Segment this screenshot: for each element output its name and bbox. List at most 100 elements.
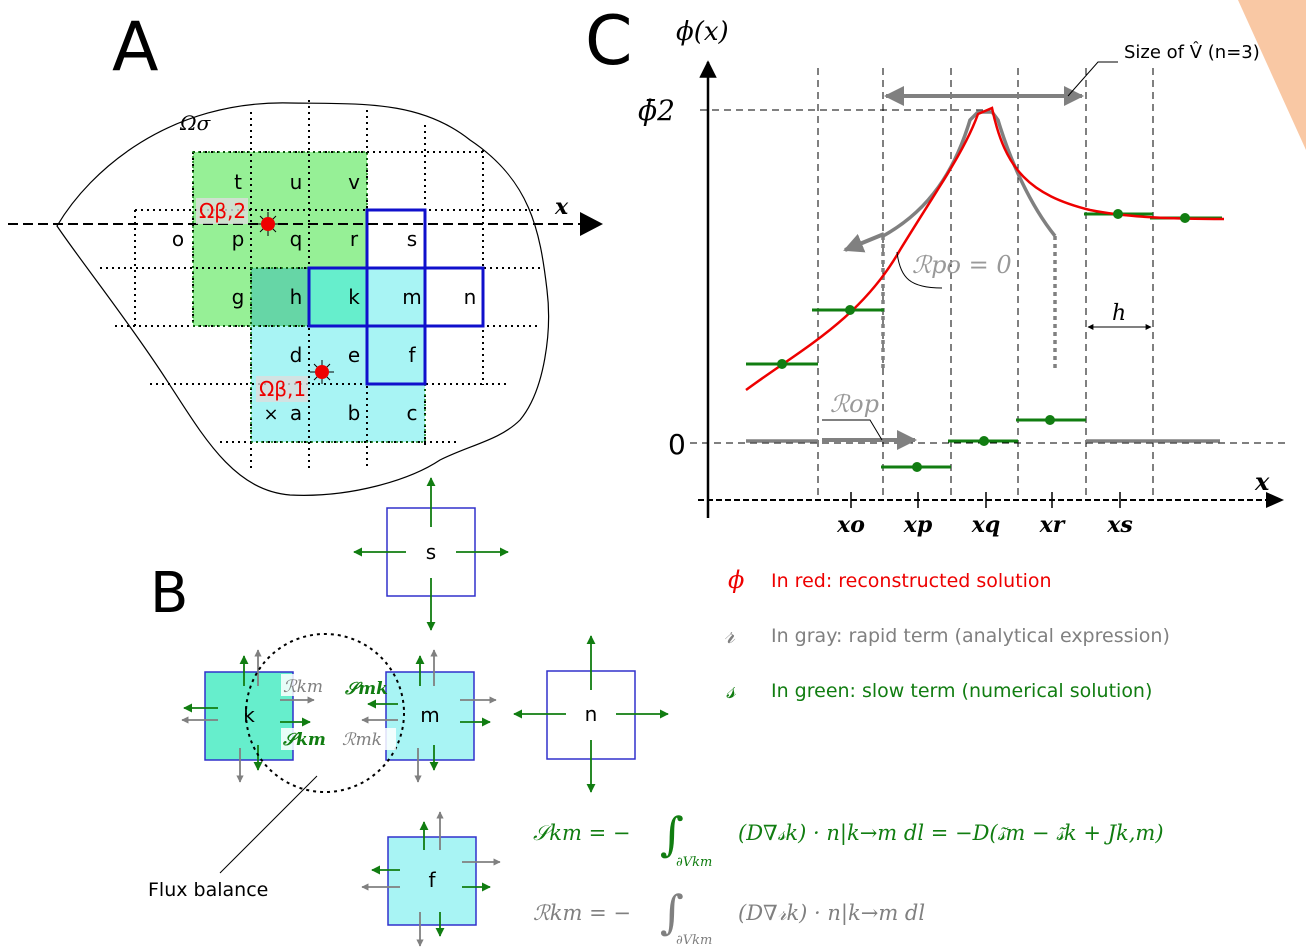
- r-po-label: ℛpo = 0: [912, 251, 1012, 279]
- cell-p: p: [232, 227, 245, 251]
- tick-xo: xo: [836, 512, 865, 538]
- flux-balance-circle: [245, 633, 405, 793]
- tick-xs: xs: [1106, 512, 1133, 538]
- panel-c: C ϕ(x) x ϕ̄2 0 xo xp: [585, 2, 1285, 705]
- legend: ϕ In red: reconstructed solution 𝓇 In gr…: [724, 566, 1170, 705]
- beta2-label: Ωβ,2: [199, 199, 246, 223]
- cell-a: a: [290, 401, 302, 425]
- cell-s-fill: [367, 210, 425, 268]
- tick-xr: xr: [1039, 512, 1066, 538]
- equation-r: ℛkm = − ∫ ∂Vkm (D∇𝓇k) · n|k→m dl: [533, 885, 925, 948]
- panel-b-label: B: [150, 561, 188, 626]
- cell-f-fill: [367, 326, 425, 384]
- domain-label: Ωσ: [179, 111, 212, 135]
- a-x-label: x: [554, 194, 569, 220]
- svg-text:ℛkm = −: ℛkm = −: [533, 901, 631, 925]
- cell-m-fill: [367, 268, 425, 326]
- s-mk-label: 𝒮mk: [344, 679, 388, 699]
- panel-c-label: C: [585, 2, 632, 81]
- equation-s: 𝒮km = − ∫ ∂Vkm (D∇𝓈k) · n|k→m dl = −D(𝓈̃…: [533, 807, 1164, 870]
- c-guides: [690, 68, 1285, 500]
- panel-a: A Ωσ: [8, 8, 603, 496]
- cell-d: d: [290, 343, 303, 367]
- domain-boundary: [56, 102, 550, 496]
- r-op-label: ℛop: [830, 390, 879, 418]
- cell-v: v: [348, 170, 360, 194]
- cell-n: n: [464, 285, 477, 309]
- svg-text:∂Vkm: ∂Vkm: [676, 933, 712, 948]
- cell-r: r: [350, 227, 359, 251]
- beta1-point: [310, 360, 334, 384]
- flux-pointer-line: [219, 775, 318, 874]
- orange-corner-decoration: [1238, 0, 1306, 150]
- panel-b: B s n k: [148, 477, 1164, 948]
- slow-term-points: [777, 209, 1190, 472]
- c-tick-labels: xo xp xq xr xs: [836, 512, 1133, 538]
- cell-f: f: [408, 343, 416, 367]
- legend-green-text: In green: slow term (numerical solution): [771, 680, 1152, 702]
- beta1-label-bg: [256, 376, 308, 402]
- r-po-pointer: [896, 251, 943, 289]
- cell-q: q: [290, 227, 303, 251]
- legend-phi-symbol: ϕ: [728, 566, 744, 594]
- phi-bar-label: ϕ̄2: [638, 94, 675, 127]
- r-mk-label: ℛmk: [342, 730, 382, 750]
- r-op-pointer: [822, 419, 883, 441]
- legend-s-symbol: 𝓈: [726, 675, 737, 705]
- tick-xq: xq: [971, 512, 1001, 538]
- cell-u: u: [290, 170, 303, 194]
- b-cell-f: f: [361, 811, 501, 947]
- svg-text:s: s: [426, 540, 436, 564]
- beta1-label: Ωβ,1: [259, 377, 306, 401]
- r-po-arrow: [843, 232, 885, 253]
- tick-xp: xp: [903, 512, 933, 538]
- c-y-label: ϕ(x): [676, 17, 729, 47]
- cell-c: c: [407, 401, 418, 425]
- b-cell-m: m: [361, 649, 497, 783]
- svg-text:𝒮km = −: 𝒮km = −: [533, 821, 630, 845]
- b-cell-s: s: [353, 477, 509, 631]
- svg-text:(D∇𝓇k) · n|k→m dl: (D∇𝓇k) · n|k→m dl: [738, 901, 925, 926]
- b-cell-k: k: [181, 649, 315, 783]
- s-km-label: 𝒮km: [282, 730, 326, 750]
- cell-s: s: [407, 227, 417, 251]
- b-cell-n: n: [513, 635, 669, 793]
- svg-text:∫: ∫: [660, 807, 684, 861]
- svg-text:∂Vkm: ∂Vkm: [676, 855, 712, 870]
- cell-k-overlap: [309, 268, 367, 326]
- beta2-point: [256, 212, 280, 236]
- cell-k: k: [348, 285, 360, 309]
- r-km-label: ℛkm: [283, 677, 323, 697]
- rapid-term-curve: [746, 110, 1220, 443]
- a-x-arrowhead: [580, 212, 603, 236]
- svg-text:(D∇𝓈k) · n|k→m dl = −D(𝓈̃m −: (D∇𝓈k) · n|k→m dl = −D(𝓈̃m − 𝓈̃k + Jk,m): [738, 821, 1164, 846]
- svg-text:∫: ∫: [660, 885, 684, 939]
- flux-balance-label: Flux balance: [148, 879, 268, 901]
- panel-a-label: A: [112, 8, 159, 87]
- zero-label: 0: [668, 428, 686, 461]
- cell-h: h: [290, 285, 303, 309]
- size-v-pointer: [1067, 61, 1118, 97]
- cell-h-overlap: [251, 268, 309, 326]
- svg-text:n: n: [585, 702, 598, 726]
- h-label: h: [1112, 301, 1126, 326]
- c-x-arrowhead: [1266, 492, 1284, 508]
- size-v-label: Size of V̂ (n=3): [1124, 42, 1260, 63]
- beta2-label-bg: [196, 198, 248, 224]
- cell-m: m: [402, 285, 421, 309]
- legend-red-text: In red: reconstructed solution: [771, 570, 1052, 592]
- svg-text:f: f: [428, 868, 436, 892]
- cell-g: g: [232, 285, 245, 309]
- a-cell-labels: t u v o p q r s g h k m n d e f a b c: [172, 170, 476, 425]
- c-x-label: x: [1254, 467, 1270, 496]
- cell-t: t: [234, 170, 242, 194]
- legend-r-symbol: 𝓇: [724, 620, 736, 650]
- cell-o: o: [172, 227, 184, 251]
- cell-b: b: [348, 401, 361, 425]
- svg-text:k: k: [243, 703, 255, 727]
- svg-text:m: m: [420, 703, 439, 727]
- c-ticks: [850, 492, 1121, 508]
- legend-gray-text: In gray: rapid term (analytical expressi…: [771, 625, 1170, 647]
- cell-e: e: [348, 343, 360, 367]
